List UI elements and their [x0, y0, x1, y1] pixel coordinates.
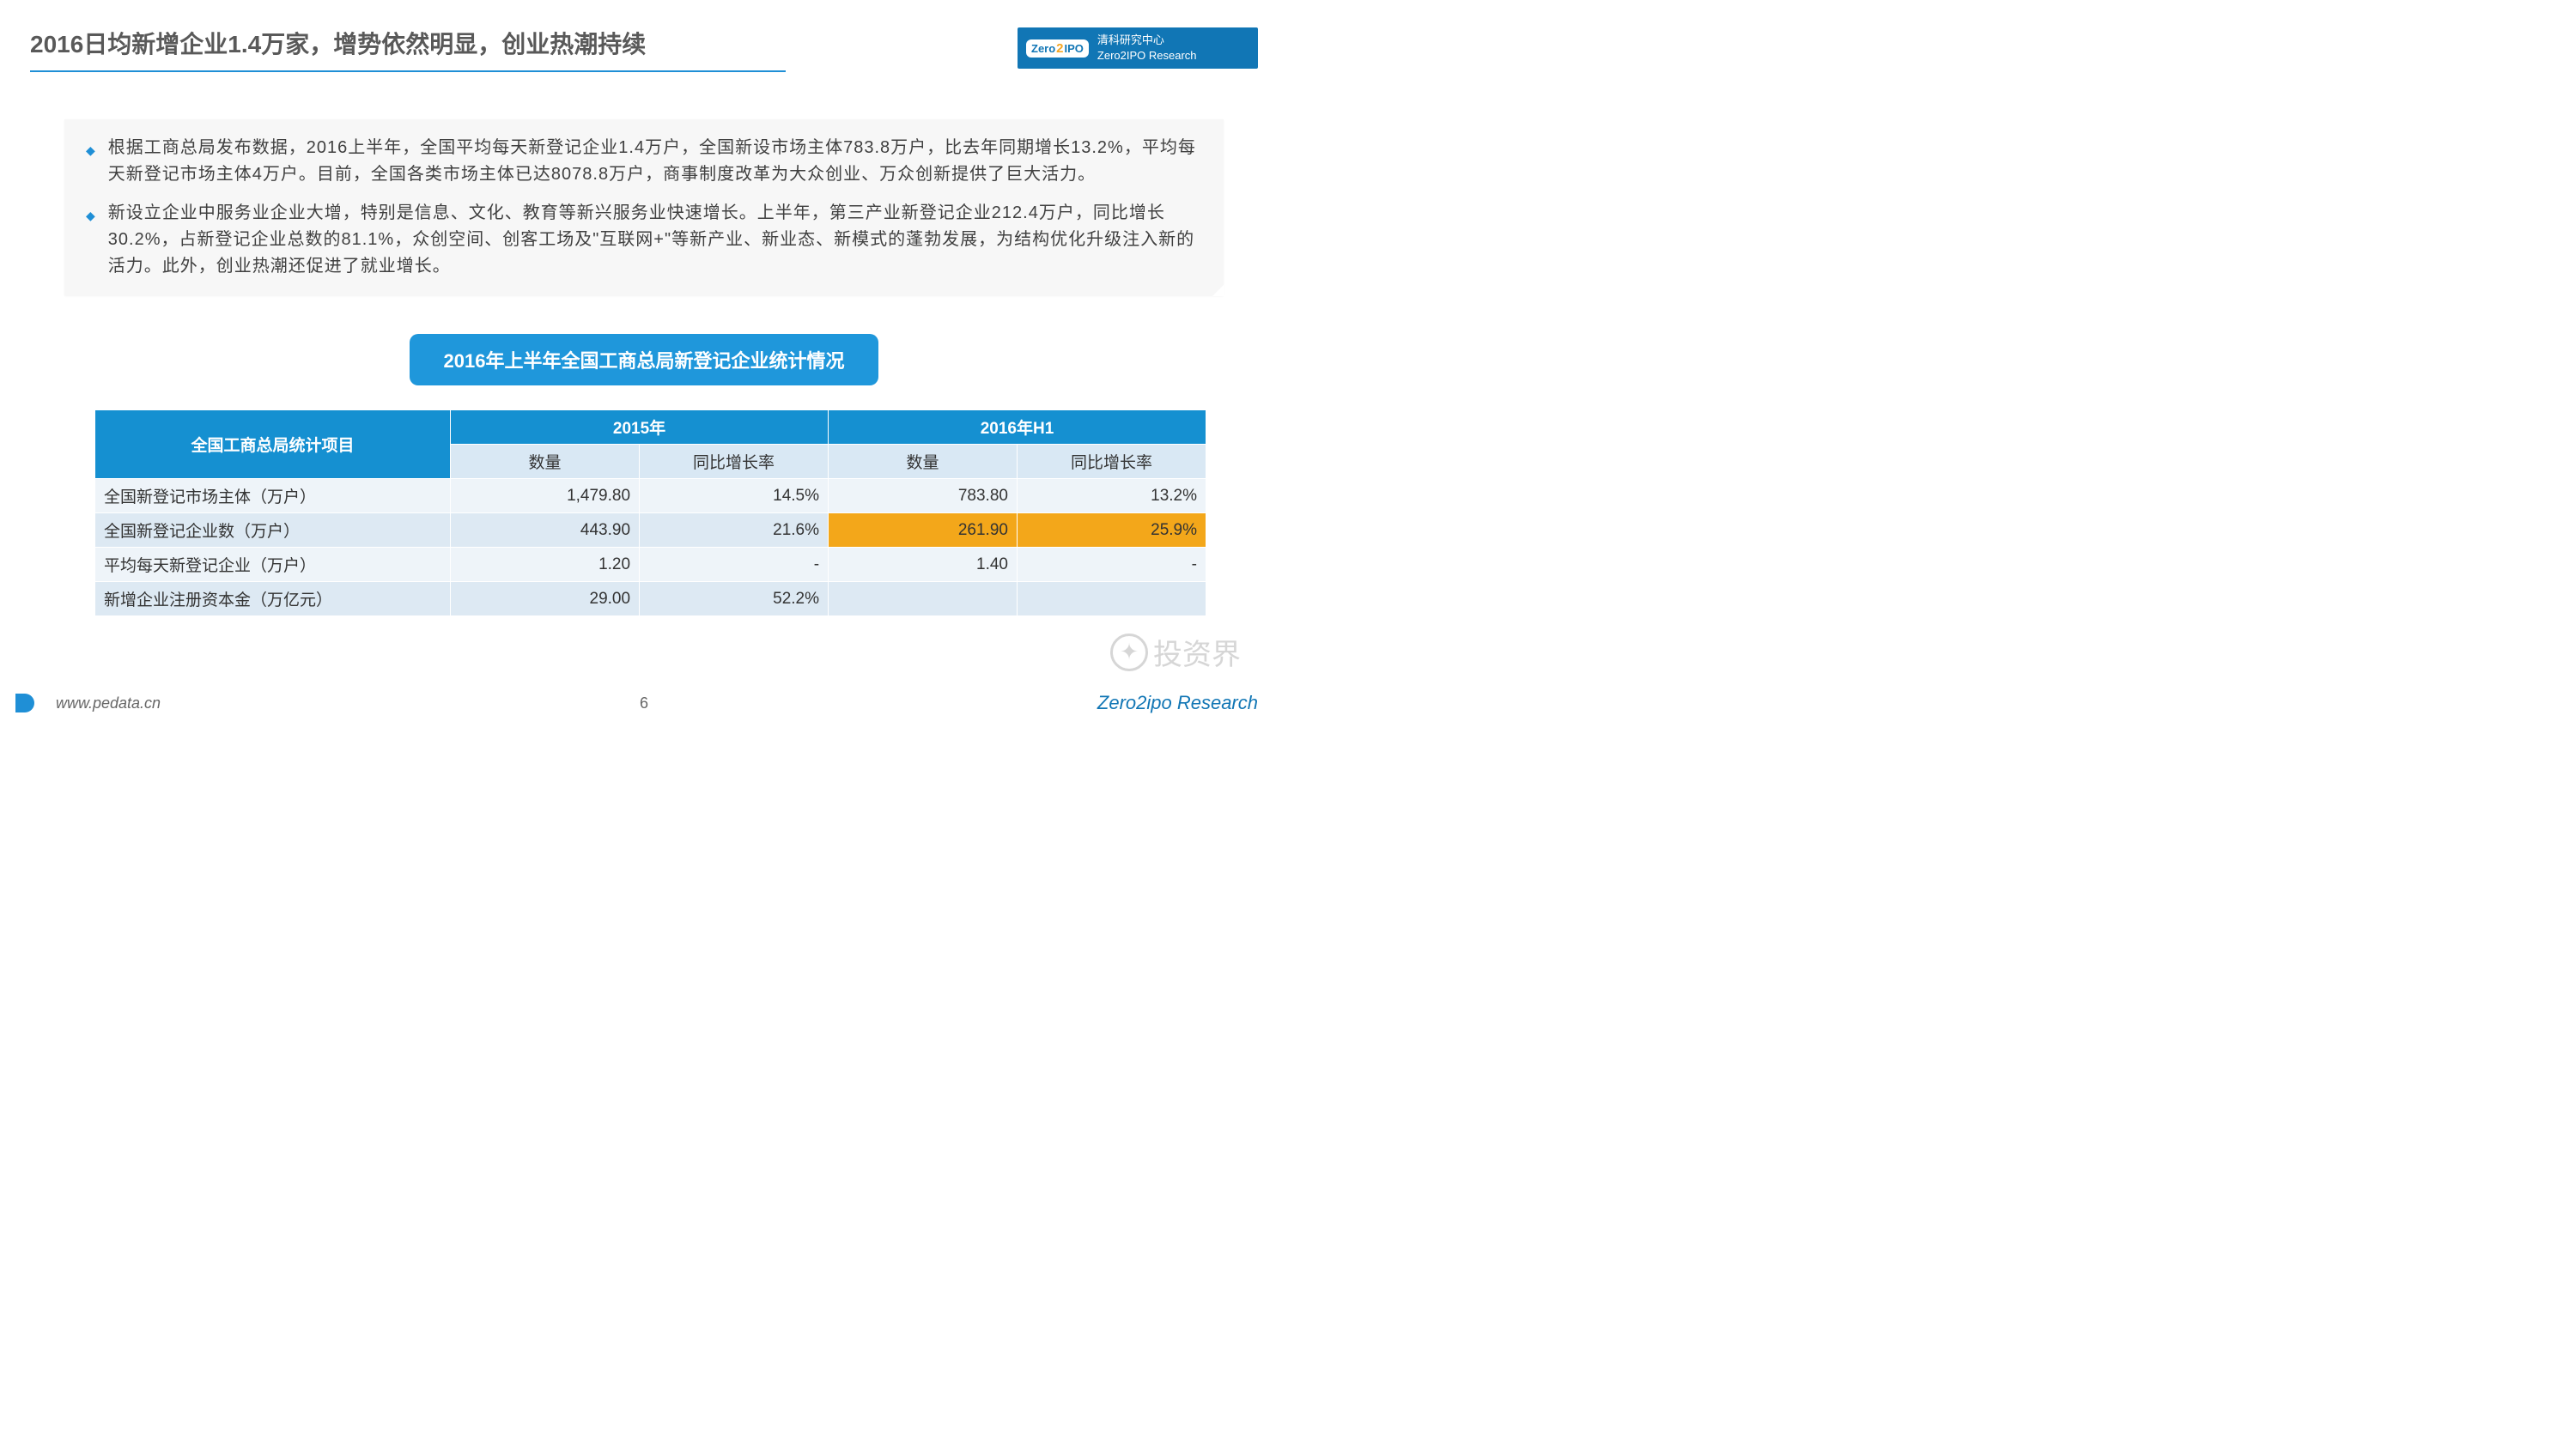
- th-corner: 全国工商总局统计项目: [95, 410, 451, 479]
- cell: -: [1017, 548, 1206, 582]
- th-growth-1: 同比增长率: [640, 445, 829, 479]
- bullet-text: 根据工商总局发布数据，2016上半年，全国平均每天新登记企业1.4万户，全国新设…: [108, 135, 1202, 188]
- logo-text-c: IPO: [1065, 42, 1084, 55]
- cell: 1,479.80: [451, 479, 640, 513]
- cell: 1.20: [451, 548, 640, 582]
- diamond-icon: ◆: [86, 142, 96, 188]
- cell: 21.6%: [640, 513, 829, 548]
- cell: 783.80: [829, 479, 1018, 513]
- footer-brand: Zero2ipo Research: [1097, 692, 1258, 714]
- chart-title: 2016年上半年全国工商总局新登记企业统计情况: [410, 334, 879, 385]
- logo-line2: Zero2IPO Research: [1097, 48, 1197, 64]
- cell-label: 全国新登记市场主体（万户）: [95, 479, 451, 513]
- page-number: 6: [640, 694, 648, 712]
- cell-highlight: 261.90: [829, 513, 1018, 548]
- th-group-2015: 2015年: [451, 410, 829, 445]
- logo-line1: 清科研究中心: [1097, 33, 1197, 48]
- bullet-item: ◆ 新设立企业中服务业企业大增，特别是信息、文化、教育等新兴服务业快速增长。上半…: [86, 200, 1202, 280]
- cell-label: 新增企业注册资本金（万亿元）: [95, 582, 451, 616]
- slide: 2016日均新增企业1.4万家，增势依然明显，创业热潮持续 Zero 2 IPO…: [0, 0, 1288, 724]
- chart-title-wrap: 2016年上半年全国工商总局新登记企业统计情况: [0, 334, 1288, 385]
- cell: 1.40: [829, 548, 1018, 582]
- bullet-item: ◆ 根据工商总局发布数据，2016上半年，全国平均每天新登记企业1.4万户，全国…: [86, 135, 1202, 188]
- cell: 443.90: [451, 513, 640, 548]
- logo-text-a: Zero: [1031, 42, 1055, 55]
- th-growth-2: 同比增长率: [1017, 445, 1206, 479]
- brand-logo: Zero 2 IPO 清科研究中心 Zero2IPO Research: [1018, 27, 1258, 69]
- cell: 14.5%: [640, 479, 829, 513]
- cell: 13.2%: [1017, 479, 1206, 513]
- bullet-text: 新设立企业中服务业企业大增，特别是信息、文化、教育等新兴服务业快速增长。上半年，…: [108, 200, 1202, 280]
- cell-label: 平均每天新登记企业（万户）: [95, 548, 451, 582]
- logo-badge: Zero 2 IPO: [1026, 39, 1089, 58]
- cell: [829, 582, 1018, 616]
- footer-accent-icon: [15, 694, 34, 712]
- th-qty-1: 数量: [451, 445, 640, 479]
- cell: -: [640, 548, 829, 582]
- wechat-icon: ✦: [1110, 634, 1148, 671]
- logo-text-b: 2: [1056, 41, 1063, 56]
- cell: 29.00: [451, 582, 640, 616]
- watermark-text: 投资界: [1153, 631, 1241, 673]
- table-row: 平均每天新登记企业（万户） 1.20 - 1.40 -: [95, 548, 1206, 582]
- table-row: 全国新登记市场主体（万户） 1,479.80 14.5% 783.80 13.2…: [95, 479, 1206, 513]
- th-group-2016h1: 2016年H1: [829, 410, 1206, 445]
- table-row: 新增企业注册资本金（万亿元） 29.00 52.2%: [95, 582, 1206, 616]
- cell: [1017, 582, 1206, 616]
- th-qty-2: 数量: [829, 445, 1018, 479]
- diamond-icon: ◆: [86, 207, 96, 280]
- cell-label: 全国新登记企业数（万户）: [95, 513, 451, 548]
- logo-subtext: 清科研究中心 Zero2IPO Research: [1097, 33, 1197, 64]
- watermark: ✦ 投资界: [1110, 631, 1241, 673]
- stats-table: 全国工商总局统计项目 2015年 2016年H1 数量 同比增长率 数量 同比增…: [94, 409, 1206, 616]
- table-row: 全国新登记企业数（万户） 443.90 21.6% 261.90 25.9%: [95, 513, 1206, 548]
- footer: www.pedata.cn 6 Zero2ipo Research: [0, 692, 1288, 714]
- table-header-row: 全国工商总局统计项目 2015年 2016年H1: [95, 410, 1206, 445]
- footer-url: www.pedata.cn: [56, 694, 161, 712]
- content-box: ◆ 根据工商总局发布数据，2016上半年，全国平均每天新登记企业1.4万户，全国…: [64, 119, 1224, 295]
- cell: 52.2%: [640, 582, 829, 616]
- title-underline: [30, 70, 786, 72]
- cell-highlight: 25.9%: [1017, 513, 1206, 548]
